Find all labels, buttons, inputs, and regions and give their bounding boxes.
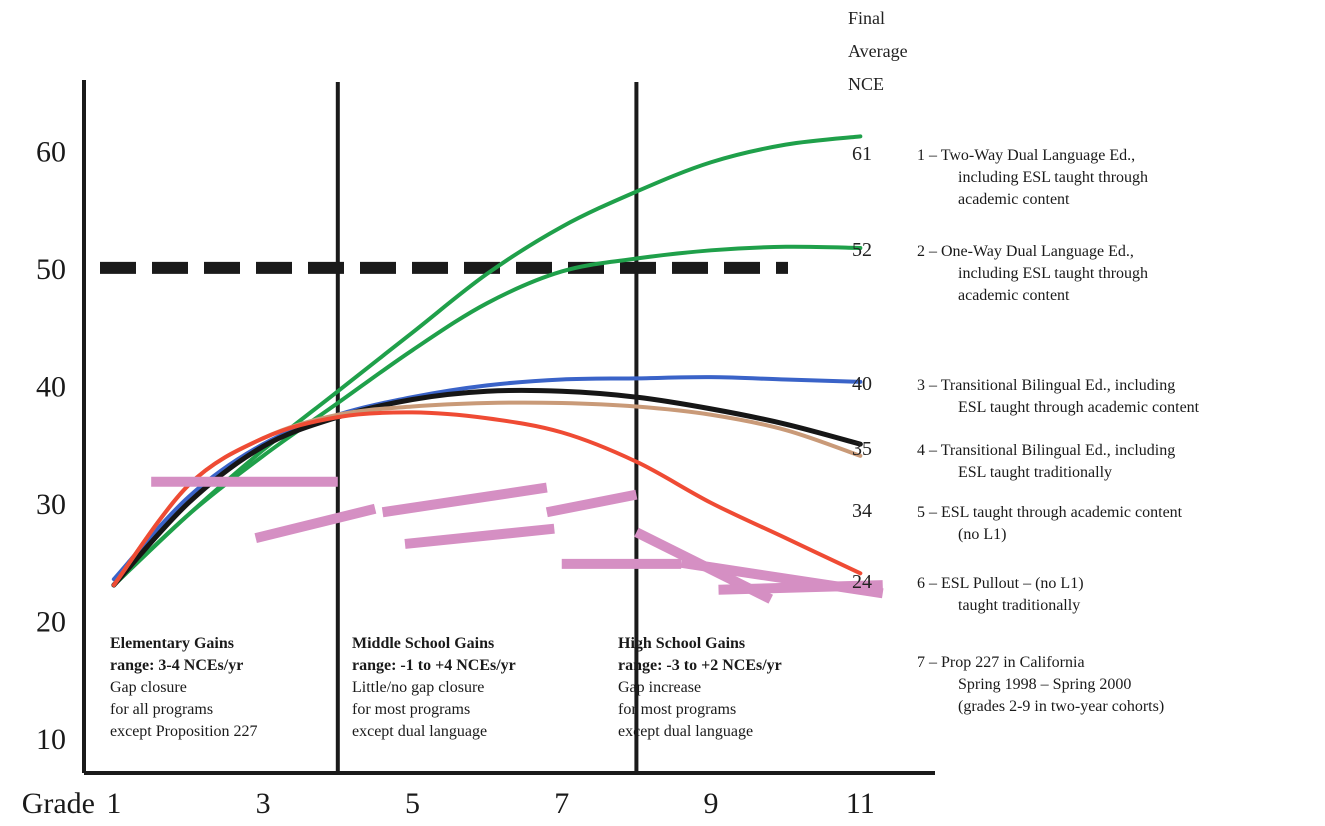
legend-layer: Final Average NCE 61 1 – Two-Way Dual Langua… [848,8,1200,715]
y-tick-label: 10 [36,723,66,756]
text-layer: Elementary Gains range: 3-4 NCEs/yr Gap cl… [110,635,782,740]
legend-entry-7: 7 – Prop 227 in California [917,654,1085,671]
x-tick-label: 1 [106,787,121,820]
region-2-text: except dual language [352,723,487,740]
prop227-layer [151,476,884,604]
region-1-text: Gap closure [110,679,187,696]
region-1-text: Elementary Gains [110,635,234,652]
region-3-text: except dual language [618,723,753,740]
legend-entry-5: 5 – ESL taught through academic content [917,504,1183,521]
x-tick-label: 3 [256,787,271,820]
series-line-3 [111,375,863,582]
final-value-4: 35 [852,438,872,460]
y-tick-label: 20 [36,605,66,638]
region-1-text: except Proposition 227 [110,723,258,740]
x-axis-label: Grade [22,787,95,820]
legend-entry-6: taught traditionally [958,597,1080,614]
final-value-2: 52 [852,239,872,261]
prop227-segment-9 [718,580,883,595]
region-2-text: Middle School Gains [352,635,494,652]
y-tick-label: 60 [36,135,66,168]
y-tick-label: 30 [36,488,66,521]
final-average-title: Average [848,41,908,61]
legend-entry-4: ESL taught traditionally [958,464,1112,481]
legend-entry-7: Spring 1998 – Spring 2000 [958,676,1131,693]
legend-entry-1: academic content [958,191,1070,208]
series-line-1 [111,134,863,588]
region-3-text: for most programs [618,701,736,718]
region-1-text: range: 3-4 NCEs/yr [110,657,243,674]
final-value-3: 40 [852,373,872,395]
final-value-6: 24 [852,571,872,593]
final-average-title: Final [848,8,885,28]
x-tick-label: 5 [405,787,420,820]
region-3-text: Gap increase [618,679,701,696]
legend-entry-5: (no L1) [958,526,1006,543]
final-average-title: NCE [848,74,884,94]
prop227-segment-3 [381,482,548,518]
x-tick-label: 7 [554,787,569,820]
legend-entry-4: 4 – Transitional Bilingual Ed., includin… [917,442,1175,459]
prop227-segment-5 [545,489,638,518]
region-1-text: for all programs [110,701,213,718]
legend-entry-3: 3 – Transitional Bilingual Ed., includin… [917,377,1175,394]
legend-entry-2: academic content [958,287,1070,304]
y-tick-label: 50 [36,253,66,286]
series-line-6 [111,410,863,588]
legend-entry-2: including ESL taught through [958,265,1148,282]
y-tick-label: 40 [36,370,66,403]
region-2-text: range: -1 to +4 NCEs/yr [352,657,516,674]
prop227-segment-2 [254,503,377,543]
series-layer [111,134,863,588]
final-value-5: 34 [852,500,872,522]
final-value-1: 61 [852,143,872,165]
x-tick-label: 11 [846,787,875,820]
legend-entry-6: 6 – ESL Pullout – (no L1) [917,575,1084,592]
region-3-text: High School Gains [618,635,745,652]
legend-entry-1: 1 – Two-Way Dual Language Ed., [917,147,1135,164]
legend-entry-7: (grades 2-9 in two-year cohorts) [958,698,1164,715]
legend-entry-2: 2 – One-Way Dual Language Ed., [917,243,1134,260]
region-2-text: for most programs [352,701,470,718]
legend-entry-3: ESL taught through academic content [958,399,1200,416]
region-3-text: range: -3 to +2 NCEs/yr [618,657,782,674]
x-tick-label: 9 [704,787,719,820]
region-2-text: Little/no gap closure [352,679,484,696]
prop227-segment-4 [404,523,555,549]
legend-entry-1: including ESL taught through [958,169,1148,186]
series-line-4 [111,387,863,588]
